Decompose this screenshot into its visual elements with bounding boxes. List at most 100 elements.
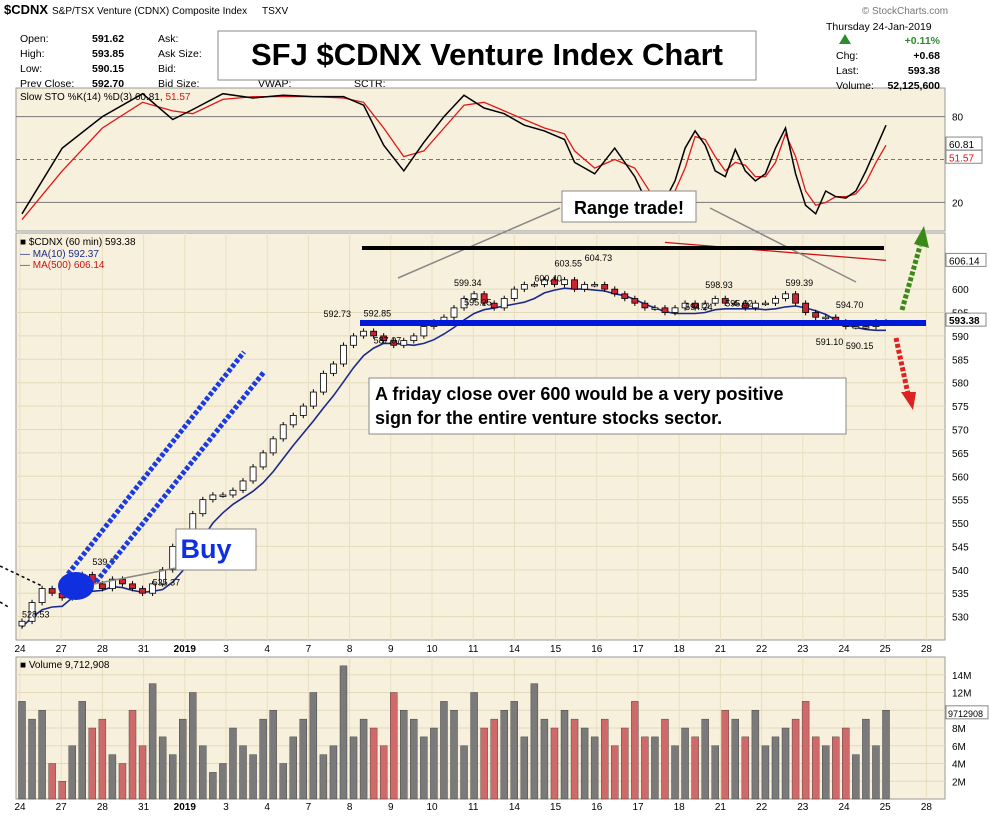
volume-bar	[420, 736, 428, 800]
volume-bar	[862, 718, 870, 800]
volume-bar	[560, 710, 569, 800]
candle-body	[631, 298, 639, 304]
range-label: Range trade!	[574, 198, 684, 218]
volume-bar	[701, 718, 709, 800]
volume-bar	[590, 736, 599, 800]
price-annotation: 603.55	[555, 259, 583, 269]
volume-bar	[681, 727, 689, 800]
candle-body	[259, 452, 267, 468]
low-label: Low:	[20, 63, 42, 75]
candle-body	[239, 480, 247, 491]
candle-body	[792, 293, 799, 304]
candle-body	[38, 588, 46, 603]
downtrend-dash-2	[0, 601, 11, 609]
x-tick-label: 17	[632, 644, 644, 655]
x-tick-label: 14	[509, 644, 521, 655]
x-tick-label: 11	[468, 644, 479, 655]
candle-body	[98, 583, 106, 589]
volume-bar	[842, 727, 850, 800]
candle-body	[159, 569, 167, 585]
candle-body	[319, 372, 327, 393]
volume-bar	[359, 718, 368, 800]
price-annotation: 539.7	[92, 557, 115, 567]
x-tick-label: 15	[550, 644, 562, 655]
x-tick-label: 24	[14, 802, 26, 813]
candle-body	[269, 438, 277, 454]
candle-body	[802, 302, 810, 313]
volume-bar	[761, 745, 770, 800]
stoch-k-line	[21, 92, 887, 222]
pct-change: +0.11%	[905, 35, 941, 47]
candle-body	[229, 489, 237, 496]
stoch-tick-label: 20	[952, 198, 964, 209]
price-tick-label: 580	[952, 379, 969, 390]
price-annotation: 595.02	[725, 298, 753, 308]
bid-size-label: Bid Size:	[158, 78, 199, 90]
price-legend: ■ $CDNX (60 min) 593.38 — MA(10) 592.37 …	[20, 237, 136, 271]
volume-bar	[88, 727, 97, 800]
volume-bar	[189, 692, 197, 800]
volume-bar	[731, 718, 740, 800]
price-tick-label: 545	[952, 542, 969, 553]
x-tick-label: 28	[97, 802, 109, 813]
volume-bar	[631, 701, 639, 800]
x-tick-label: 3	[223, 644, 229, 655]
candle-body	[199, 499, 207, 515]
volume-bar	[811, 736, 820, 800]
candle-body	[721, 298, 729, 304]
note-box	[368, 377, 847, 435]
volume-bar	[179, 718, 187, 800]
title-box	[217, 30, 757, 81]
volume-bar	[540, 718, 549, 800]
stoch-d-line	[21, 95, 887, 221]
volume-bar	[349, 736, 358, 800]
price-annotation: 592.85	[364, 309, 392, 319]
stoch-legend: Slow STO %K(14) %D(3) 60.81, 51.57	[20, 92, 191, 103]
volume-bar	[490, 718, 498, 800]
x-tick-label: 3	[223, 802, 229, 813]
sctr-label: SCTR:	[354, 78, 386, 90]
buy-label-box	[175, 528, 257, 571]
candle-body	[812, 312, 820, 318]
candle-body	[490, 302, 498, 309]
volume-bar	[249, 754, 257, 800]
x-tick-label: 24	[838, 644, 850, 655]
volume-bar	[329, 745, 338, 800]
candle-body	[48, 588, 56, 594]
last-quote: Thursday 24-Jan-2019 +0.11% Chg: +0.68 L…	[826, 21, 941, 92]
candle-body	[621, 293, 629, 299]
range-label-box	[561, 190, 697, 223]
candle-body	[782, 293, 789, 299]
x-tick-label: 11	[468, 802, 479, 813]
candle-body	[470, 293, 478, 299]
volume-bar	[58, 781, 66, 800]
stoch-value-box	[945, 149, 983, 164]
stoch-value-label: 60.81	[949, 140, 974, 151]
volume-bar	[671, 745, 679, 800]
x-tick-label: 21	[715, 644, 727, 655]
stoch-value-label: 51.57	[949, 153, 974, 164]
candle-body	[591, 284, 599, 287]
candle-body	[480, 293, 488, 304]
candle-body	[279, 424, 287, 440]
x-tick-label: 2019	[174, 802, 197, 813]
candle-body	[571, 279, 578, 290]
up-triangle-icon	[839, 34, 851, 44]
note-line-1: A friday close over 600 would be a very …	[375, 384, 784, 404]
vwap-label: VWAP:	[258, 78, 291, 90]
x-tick-label: 10	[426, 644, 438, 655]
brand: © StockCharts.com	[862, 6, 948, 17]
x-tick-label: 24	[14, 644, 26, 655]
volume-bar	[219, 763, 227, 800]
candle-body	[661, 307, 669, 313]
price-panel	[15, 232, 946, 641]
price-annotation: 598.93	[705, 280, 733, 290]
volume-value: 52,125,600	[887, 80, 940, 92]
volume-bar	[751, 710, 760, 800]
arrow-up-shaft	[899, 245, 923, 311]
price-value-label: 593.38	[949, 316, 980, 327]
volume-bar	[801, 701, 810, 800]
volume-label: Volume:	[836, 80, 874, 92]
open-label: Open:	[20, 33, 49, 45]
